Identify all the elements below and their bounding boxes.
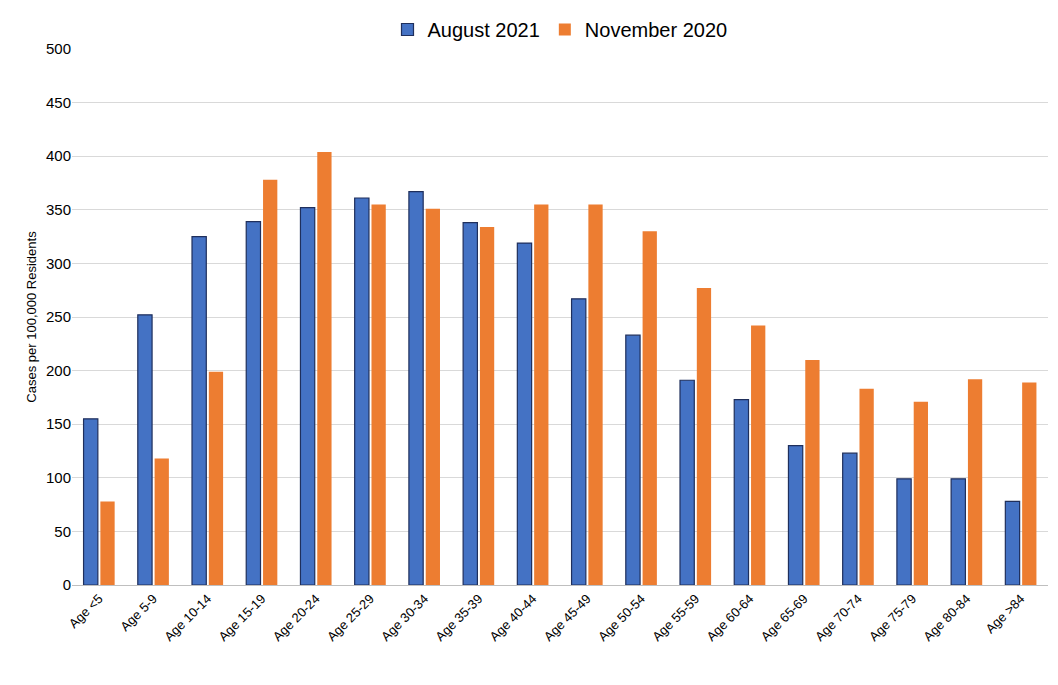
svg-text:Age 40-44: Age 40-44 <box>487 591 540 644</box>
svg-text:450: 450 <box>46 94 71 111</box>
svg-text:Age 80-84: Age 80-84 <box>920 591 973 644</box>
svg-text:Age 15-19: Age 15-19 <box>215 591 268 644</box>
svg-text:Age 5-9: Age 5-9 <box>117 591 160 634</box>
svg-text:100: 100 <box>46 469 71 486</box>
svg-text:Cases per 100,000 Residents: Cases per 100,000 Residents <box>24 231 39 403</box>
svg-text:Age 35-39: Age 35-39 <box>432 591 485 644</box>
svg-text:Age 30-34: Age 30-34 <box>378 591 431 644</box>
svg-text:Age 65-69: Age 65-69 <box>758 591 811 644</box>
svg-text:500: 500 <box>46 40 71 57</box>
svg-text:Age <5: Age <5 <box>66 591 106 631</box>
svg-text:Age 10-14: Age 10-14 <box>161 591 214 644</box>
svg-text:Age 50-54: Age 50-54 <box>595 591 648 644</box>
svg-text:Age 20-24: Age 20-24 <box>270 591 323 644</box>
svg-text:50: 50 <box>54 523 71 540</box>
svg-text:August 2021: August 2021 <box>428 19 540 41</box>
svg-text:300: 300 <box>46 255 71 272</box>
svg-text:350: 350 <box>46 201 71 218</box>
svg-text:November 2020: November 2020 <box>585 19 727 41</box>
svg-text:Age 55-59: Age 55-59 <box>649 591 702 644</box>
svg-text:200: 200 <box>46 362 71 379</box>
svg-text:Age 75-79: Age 75-79 <box>866 591 919 644</box>
svg-text:Age 70-74: Age 70-74 <box>812 591 865 644</box>
svg-text:Age 45-49: Age 45-49 <box>541 591 594 644</box>
svg-text:Age 25-29: Age 25-29 <box>324 591 377 644</box>
svg-text:0: 0 <box>63 576 71 593</box>
svg-text:150: 150 <box>46 415 71 432</box>
svg-text:250: 250 <box>46 308 71 325</box>
svg-text:Age >84: Age >84 <box>982 591 1027 636</box>
svg-text:Age 60-64: Age 60-64 <box>703 591 756 644</box>
svg-text:400: 400 <box>46 147 71 164</box>
